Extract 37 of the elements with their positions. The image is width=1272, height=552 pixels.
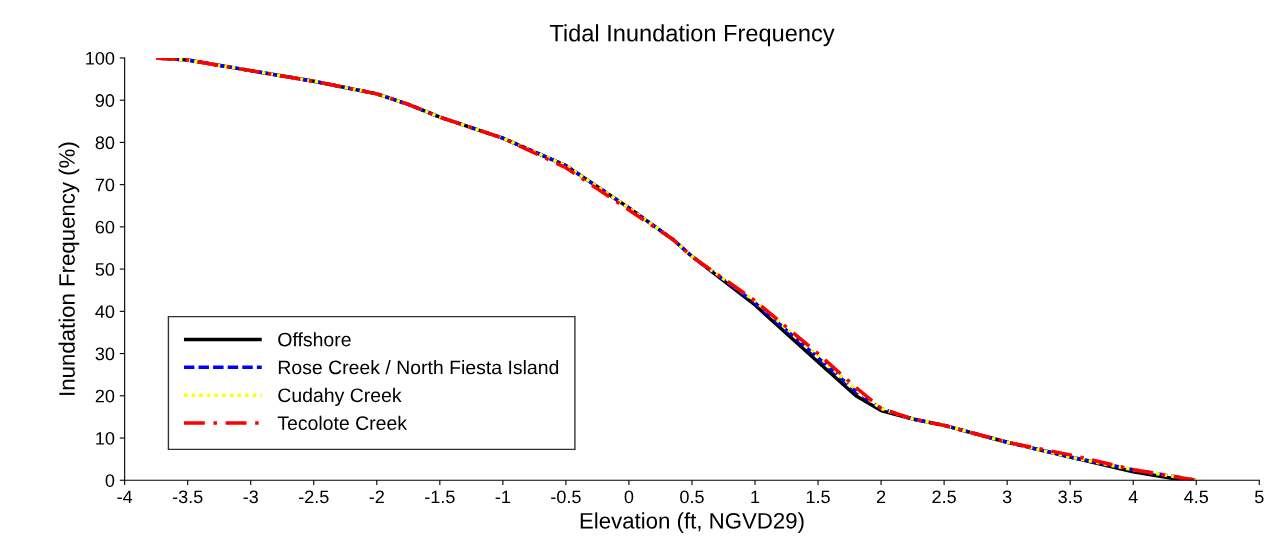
x-tick-label: -4 — [117, 490, 133, 504]
x-tick-label: 2.5 — [932, 490, 956, 504]
y-tick-label: 10 — [96, 431, 115, 445]
x-tick-label: 2 — [876, 490, 886, 504]
x-tick-label: -2 — [369, 490, 384, 504]
x-tick-label: 5 — [1254, 490, 1264, 504]
x-tick-label: -3 — [243, 490, 258, 504]
y-tick-label: 50 — [95, 263, 115, 276]
legend-label: Tecolote Creek — [277, 415, 408, 430]
x-tick-label: 4 — [1128, 490, 1138, 504]
x-tick-label: 1 — [751, 490, 760, 504]
y-tick-label: 20 — [95, 389, 115, 403]
y-tick-label: 100 — [86, 51, 115, 65]
y-tick-label: 0 — [105, 474, 115, 487]
legend-label: Cudahy Creek — [278, 387, 402, 406]
y-tick-label: 60 — [95, 220, 115, 234]
y-axis-title: Inundation Frequency (%) — [58, 142, 80, 395]
legend-label: Offshore — [278, 332, 351, 347]
x-tick-label: 4.5 — [1184, 490, 1209, 504]
y-tick-label: 90 — [95, 94, 115, 107]
x-tick-label: 3 — [1002, 490, 1012, 504]
x-axis-title: Elevation (ft, NGVD29) — [580, 512, 804, 534]
x-tick-label: -1.5 — [425, 490, 455, 504]
x-tick-label: 1.5 — [806, 490, 830, 504]
y-tick-label: 70 — [95, 178, 115, 192]
x-tick-label: -2.5 — [299, 490, 329, 504]
legend-label: Rose Creek / North Fiesta Island — [278, 360, 559, 375]
y-tick-label: 80 — [95, 136, 115, 150]
x-tick-label: -1 — [495, 490, 511, 504]
y-tick-label: 30 — [95, 347, 115, 361]
x-tick-label: 0.5 — [680, 490, 704, 504]
x-tick-label: 0 — [624, 490, 634, 504]
x-tick-label: -0.5 — [551, 490, 581, 504]
y-tick-label: 40 — [95, 305, 115, 319]
x-tick-label: -3.5 — [172, 490, 203, 504]
chart-title: Tidal Inundation Frequency — [549, 24, 835, 47]
x-tick-label: 3.5 — [1058, 490, 1082, 504]
